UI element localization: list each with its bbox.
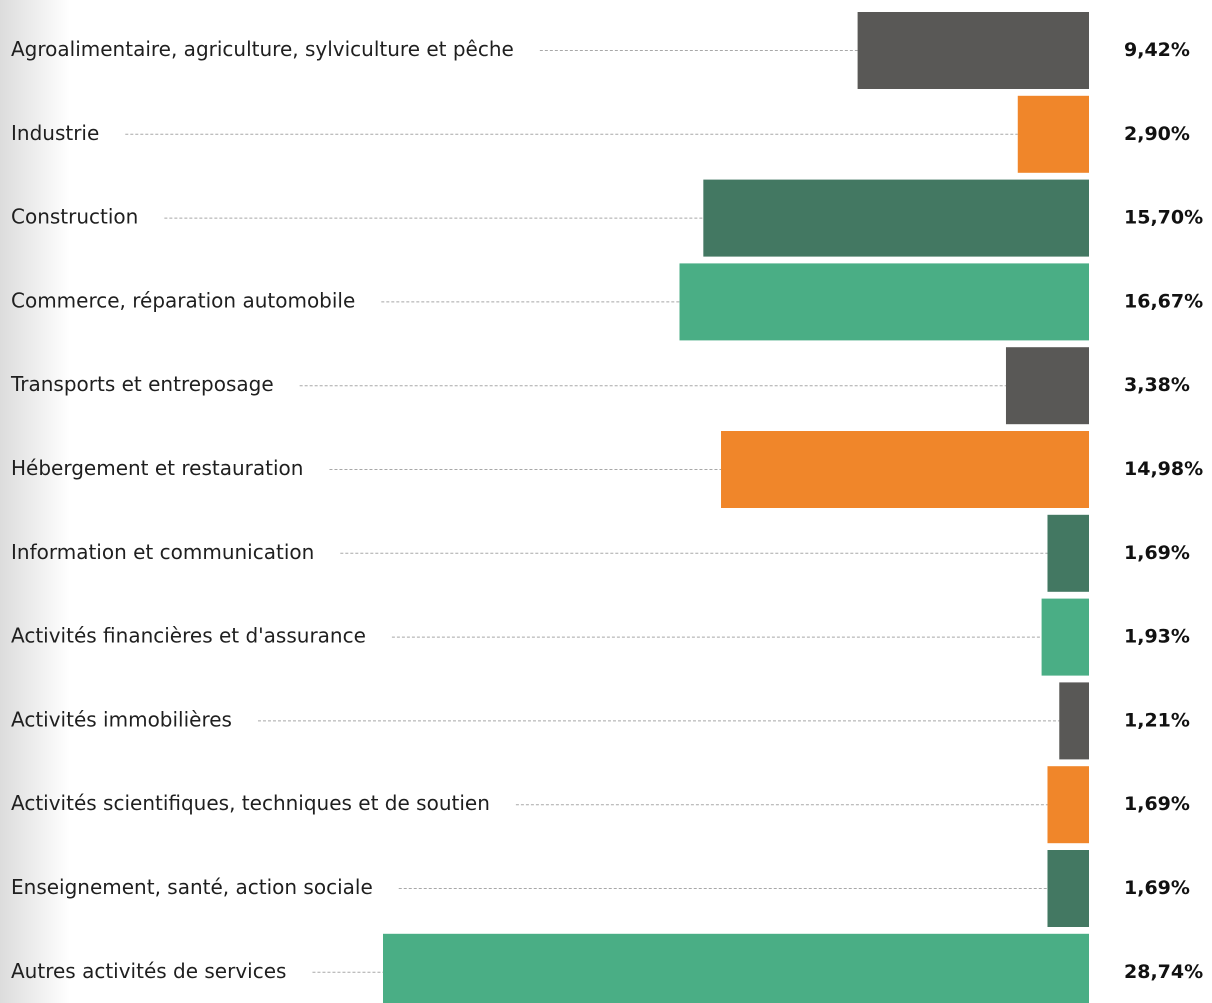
category-label: Activités scientifiques, techniques et d… <box>11 791 490 815</box>
category-label: Commerce, réparation automobile <box>11 288 355 312</box>
bar <box>721 431 1089 508</box>
category-label: Hébergement et restauration <box>11 456 303 480</box>
category-label: Information et communication <box>11 540 314 564</box>
category-label: Enseignement, santé, action sociale <box>11 875 373 899</box>
value-label: 1,69% <box>1124 877 1190 899</box>
value-label: 9,42% <box>1124 39 1190 61</box>
category-label: Agroalimentaire, agriculture, sylvicultu… <box>11 37 514 61</box>
category-label: Transports et entreposage <box>10 372 274 396</box>
value-label: 1,69% <box>1124 793 1190 815</box>
value-label: 14,98% <box>1124 458 1203 480</box>
bar <box>1041 598 1089 676</box>
category-label: Autres activités de services <box>11 959 286 983</box>
bar <box>1059 682 1089 760</box>
value-label: 28,74% <box>1124 961 1203 983</box>
background-shade <box>0 0 70 1003</box>
value-label: 16,67% <box>1124 290 1203 312</box>
value-label: 1,69% <box>1124 542 1190 564</box>
value-label: 1,93% <box>1124 626 1190 648</box>
bar <box>1047 514 1089 592</box>
value-label: 2,90% <box>1124 123 1190 145</box>
bar <box>1005 347 1089 425</box>
bar <box>857 12 1089 89</box>
bar <box>703 179 1089 257</box>
value-label: 3,38% <box>1124 374 1190 396</box>
bar <box>1047 850 1089 927</box>
category-label: Activités financières et d'assurance <box>11 624 366 648</box>
value-label: 1,21% <box>1124 709 1190 731</box>
category-label: Construction <box>11 205 138 229</box>
bar <box>679 263 1089 341</box>
category-label: Industrie <box>11 121 99 145</box>
bar <box>383 933 1089 1003</box>
bar <box>1017 95 1089 173</box>
category-label: Activités immobilières <box>11 707 232 731</box>
bar <box>1047 766 1089 844</box>
value-label: 15,70% <box>1124 207 1203 229</box>
